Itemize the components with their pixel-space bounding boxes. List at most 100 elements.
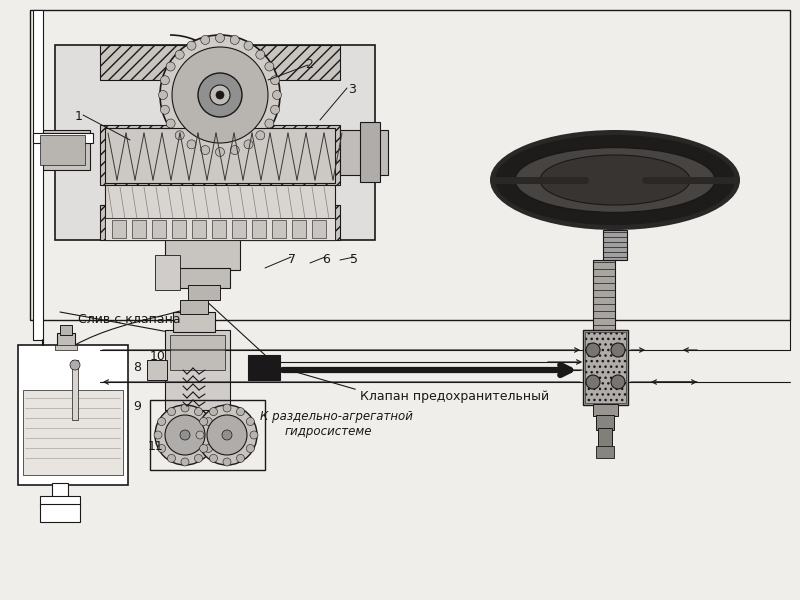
Bar: [40, 504, 80, 522]
Circle shape: [237, 407, 245, 416]
Bar: [55, 345, 77, 350]
Circle shape: [175, 131, 184, 140]
Circle shape: [158, 418, 166, 425]
Circle shape: [194, 407, 202, 416]
Circle shape: [180, 430, 190, 440]
Bar: [292, 220, 306, 238]
Circle shape: [265, 119, 274, 128]
Bar: [212, 220, 226, 238]
Text: гидросистеме: гидросистеме: [285, 425, 373, 438]
Circle shape: [210, 85, 230, 105]
Bar: [170, 335, 225, 370]
Circle shape: [270, 76, 279, 85]
Bar: [360, 122, 380, 182]
Bar: [603, 230, 627, 260]
Circle shape: [237, 454, 245, 463]
Circle shape: [158, 445, 166, 452]
Circle shape: [161, 76, 170, 85]
Circle shape: [244, 140, 253, 149]
Bar: [312, 220, 326, 238]
Bar: [100, 45, 340, 80]
Bar: [180, 300, 208, 314]
Bar: [40, 496, 80, 506]
Circle shape: [246, 445, 254, 452]
Ellipse shape: [490, 130, 740, 230]
Bar: [35, 130, 90, 170]
Bar: [596, 415, 614, 430]
Bar: [248, 355, 280, 380]
Text: 1: 1: [75, 110, 83, 123]
Circle shape: [200, 418, 208, 425]
Circle shape: [244, 41, 253, 50]
Circle shape: [250, 431, 258, 439]
Circle shape: [161, 105, 170, 114]
Bar: [105, 128, 335, 183]
Text: 9: 9: [133, 400, 141, 413]
Circle shape: [201, 35, 210, 44]
Circle shape: [208, 431, 216, 439]
Circle shape: [187, 41, 196, 50]
Circle shape: [611, 375, 625, 389]
Bar: [175, 268, 230, 288]
Bar: [55, 45, 375, 240]
Text: 3: 3: [348, 83, 356, 96]
Bar: [593, 404, 618, 416]
Circle shape: [223, 404, 231, 412]
Bar: [152, 220, 166, 238]
Text: 8: 8: [133, 361, 141, 374]
Circle shape: [196, 431, 204, 439]
Text: 5: 5: [350, 253, 358, 266]
Circle shape: [166, 62, 175, 71]
Bar: [252, 220, 266, 238]
Circle shape: [204, 418, 212, 425]
Bar: [155, 255, 180, 290]
Circle shape: [155, 405, 215, 465]
Bar: [112, 220, 126, 238]
Bar: [165, 330, 230, 410]
Bar: [33, 10, 43, 340]
Bar: [52, 483, 68, 498]
Text: К раздельно-агрегатной: К раздельно-агрегатной: [260, 410, 413, 423]
Circle shape: [198, 73, 242, 117]
Circle shape: [172, 47, 268, 143]
Circle shape: [586, 343, 600, 357]
Circle shape: [215, 34, 225, 43]
Circle shape: [586, 375, 600, 389]
Circle shape: [166, 119, 175, 128]
Bar: [585, 332, 626, 403]
Ellipse shape: [540, 155, 690, 205]
Circle shape: [210, 454, 218, 463]
Bar: [105, 185, 335, 240]
Circle shape: [230, 146, 239, 155]
Bar: [72, 360, 78, 420]
Bar: [596, 446, 614, 458]
Bar: [192, 220, 206, 238]
Text: 2: 2: [305, 58, 313, 71]
Bar: [150, 400, 265, 470]
Circle shape: [273, 91, 282, 100]
Circle shape: [204, 445, 212, 452]
Text: 6: 6: [322, 253, 330, 266]
Bar: [593, 260, 615, 332]
Circle shape: [200, 445, 208, 452]
Bar: [33, 133, 93, 143]
Text: 11: 11: [148, 440, 164, 453]
Text: Клапан предохранительный: Клапан предохранительный: [360, 390, 549, 403]
Bar: [173, 312, 215, 332]
Bar: [583, 330, 628, 405]
Circle shape: [70, 360, 80, 370]
Ellipse shape: [495, 135, 735, 225]
Circle shape: [201, 146, 210, 155]
Circle shape: [154, 431, 162, 439]
Bar: [232, 220, 246, 238]
Bar: [100, 125, 340, 185]
Circle shape: [216, 91, 224, 99]
Text: 7: 7: [288, 253, 296, 266]
Circle shape: [167, 454, 175, 463]
Circle shape: [187, 140, 196, 149]
Circle shape: [158, 91, 167, 100]
Circle shape: [246, 418, 254, 425]
Circle shape: [256, 50, 265, 59]
Circle shape: [175, 50, 184, 59]
Text: Слив с клапана: Слив с клапана: [78, 313, 181, 326]
